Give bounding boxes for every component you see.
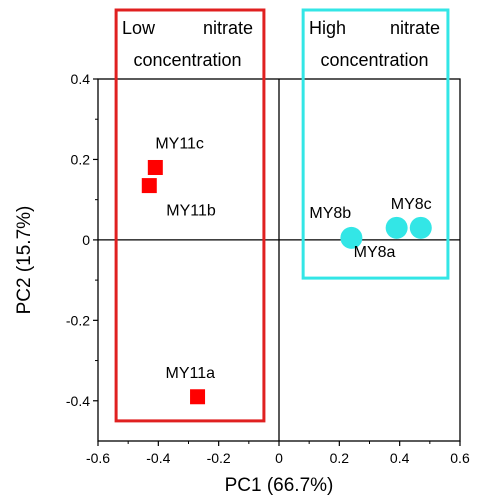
data-point-square xyxy=(141,178,157,194)
x-tick-label: -0.2 xyxy=(207,450,231,466)
y-axis-title: PC2 (15.7%) xyxy=(14,206,35,315)
data-point-square xyxy=(190,389,206,405)
x-tick-label: -0.6 xyxy=(86,450,110,466)
data-point-circle xyxy=(340,226,363,249)
data-point-label: MY11a xyxy=(166,365,216,382)
data-point-circle xyxy=(385,216,408,239)
group-label-line1-left: High xyxy=(309,18,346,38)
y-tick-label: 0.2 xyxy=(71,151,91,167)
y-tick-label: -0.4 xyxy=(66,393,90,409)
data-point-label: MY8b xyxy=(309,205,351,222)
x-tick-label: 0.4 xyxy=(390,450,410,466)
y-tick-label: 0 xyxy=(82,232,90,248)
group-label-line2: concentration xyxy=(133,50,241,70)
data-point-label: MY8c xyxy=(391,196,432,213)
x-tick-label: 0.6 xyxy=(450,450,470,466)
group-label-line1-right: nitrate xyxy=(390,18,440,38)
x-axis-title: PC1 (66.7%) xyxy=(225,475,334,496)
data-point-label: MY8a xyxy=(354,244,396,261)
group-box-0 xyxy=(114,8,266,423)
y-tick-label: 0.4 xyxy=(71,71,91,87)
data-point-circle xyxy=(409,216,432,239)
group-label-line2: concentration xyxy=(320,50,428,70)
data-point-label: MY11b xyxy=(166,203,216,220)
data-point-square xyxy=(147,159,163,175)
group-label-line1-left: Low xyxy=(122,18,156,38)
x-tick-label: -0.4 xyxy=(146,450,170,466)
x-tick-label: 0.2 xyxy=(330,450,350,466)
y-tick-label: -0.2 xyxy=(66,312,90,328)
group-label-line1-right: nitrate xyxy=(203,18,253,38)
data-point-label: MY11c xyxy=(155,135,204,152)
group-box-1 xyxy=(301,8,450,280)
x-tick-label: 0 xyxy=(275,450,283,466)
